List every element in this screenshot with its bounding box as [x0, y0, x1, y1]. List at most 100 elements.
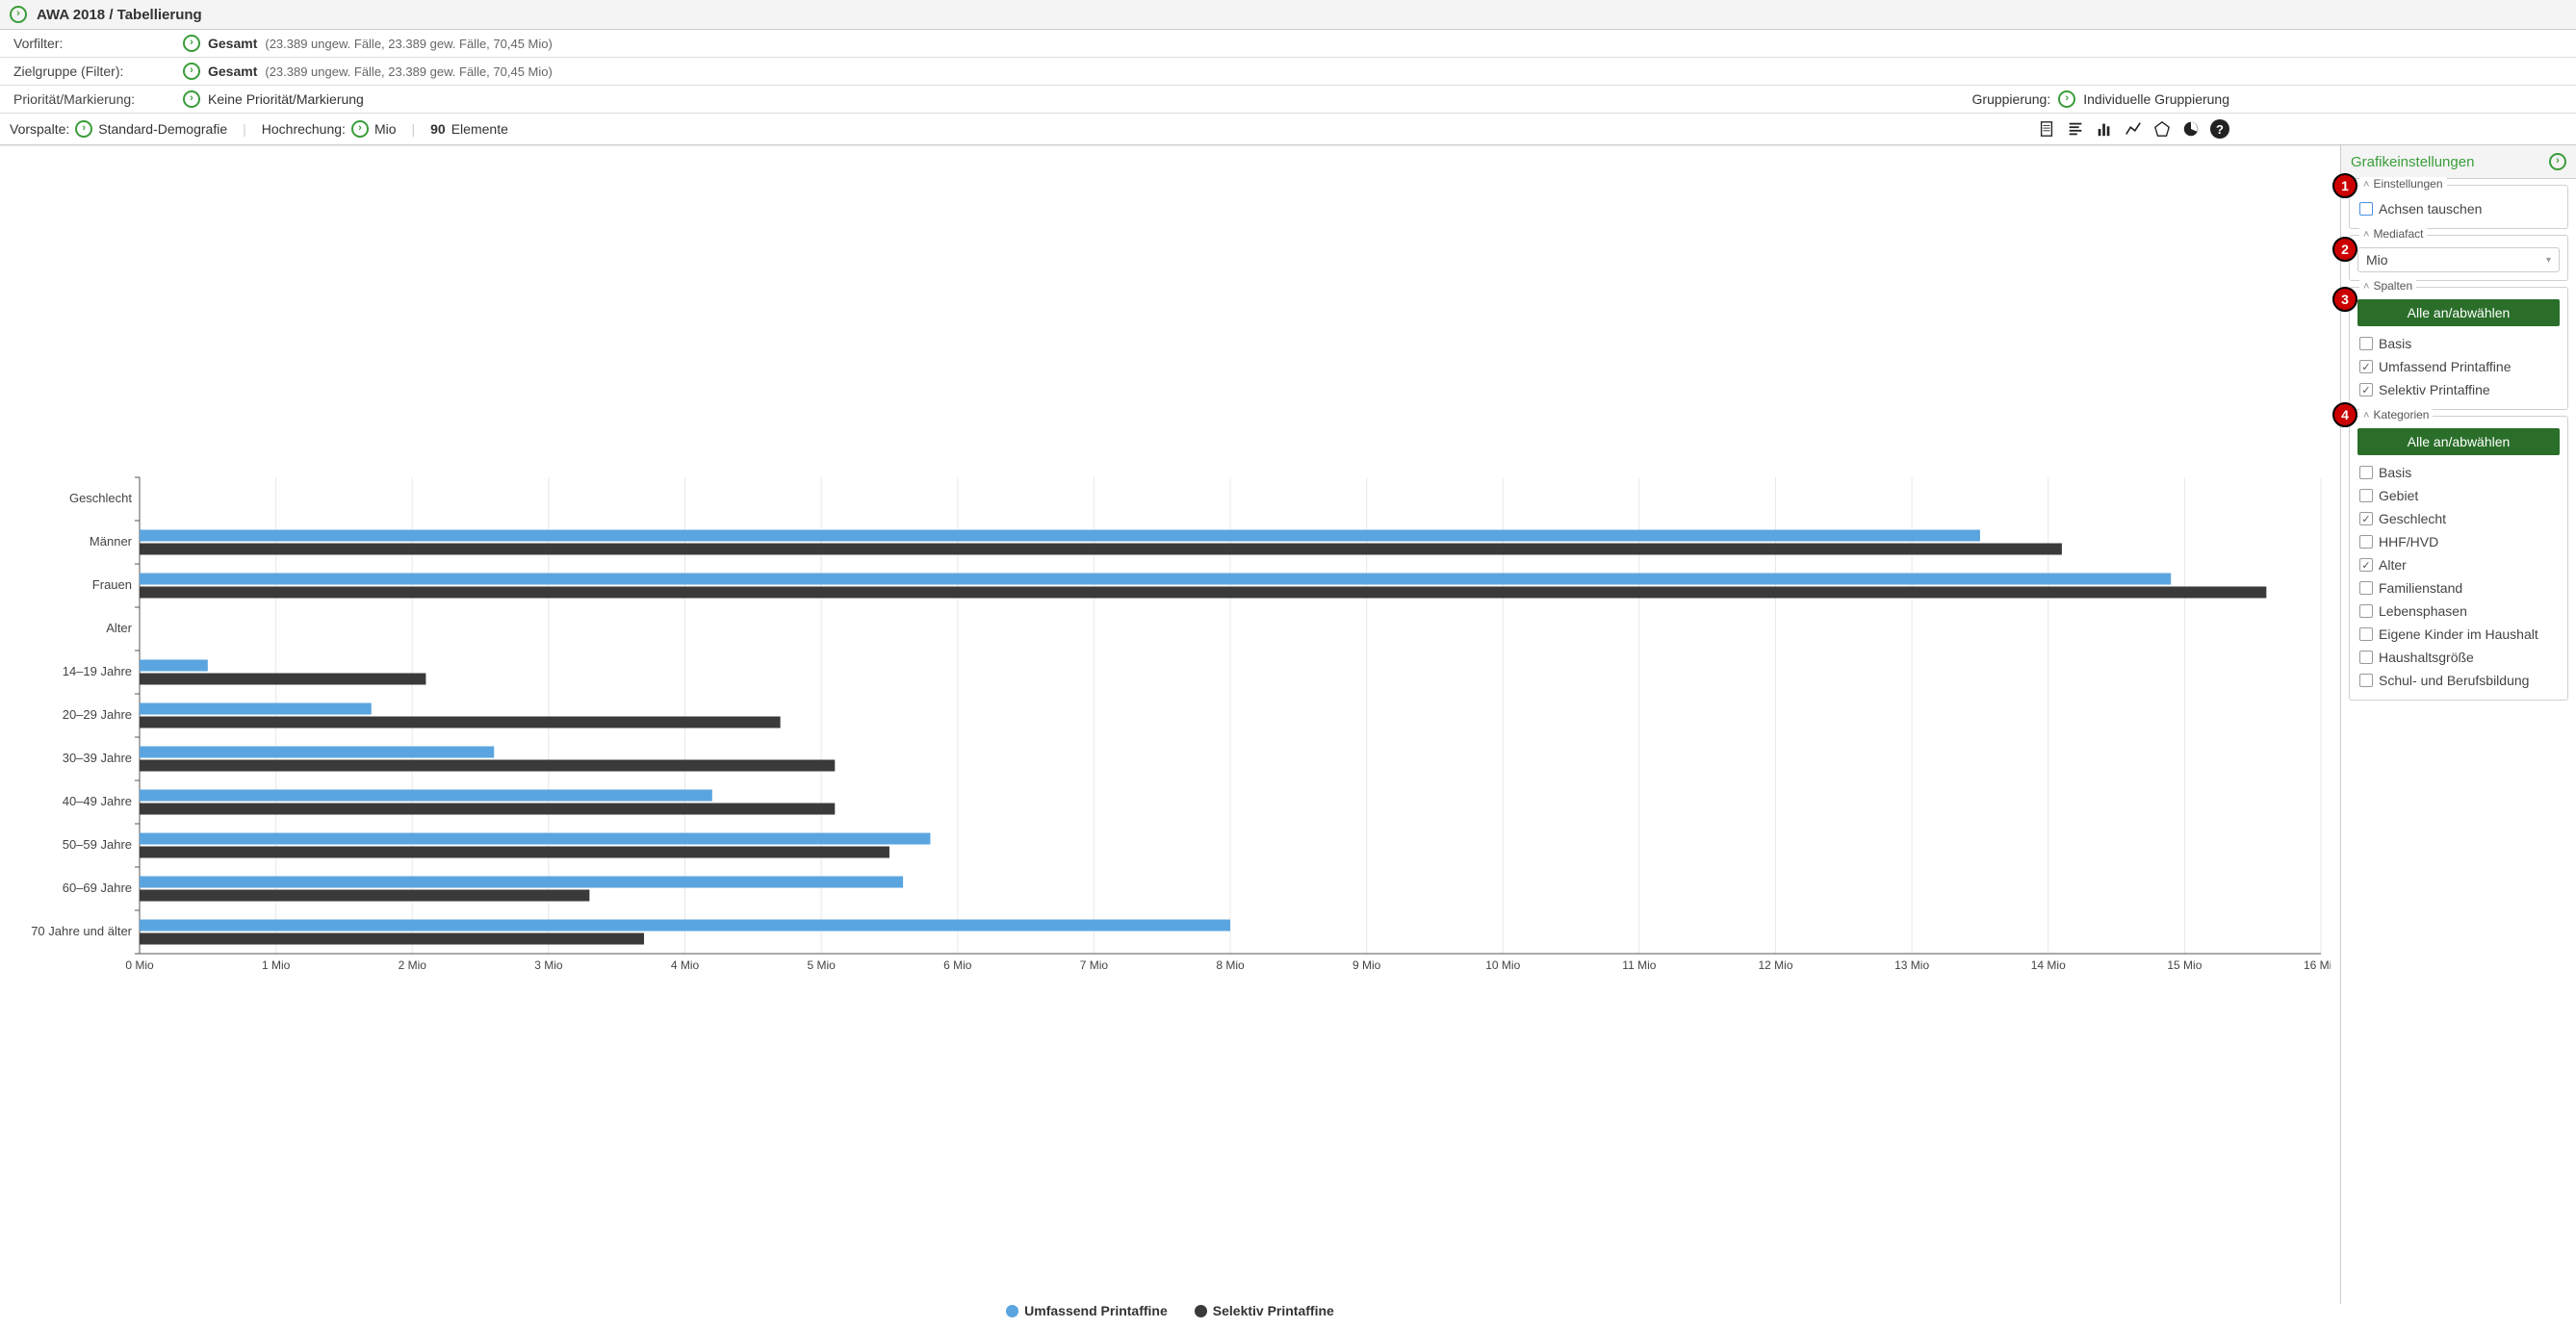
kategorien-item[interactable]: Alter	[2357, 553, 2560, 576]
legend-dot-icon	[1006, 1305, 1018, 1317]
chart-area: 0 Mio 1 Mio 2 Mio 3 Mio 4 Mio 5 Mio 6 Mio 7 Mio…	[0, 145, 2340, 1304]
spalten-item[interactable]: Selektiv Printaffine	[2357, 378, 2560, 401]
kategorien-item[interactable]: Haushaltsgröße	[2357, 646, 2560, 669]
svg-text:7 Mio: 7 Mio	[1080, 958, 1109, 972]
kategorien-legend: Kategorien	[2373, 408, 2429, 421]
back-icon[interactable]	[10, 6, 27, 23]
kategorien-toggle-all-button[interactable]: Alle an/abwählen	[2357, 428, 2560, 455]
svg-text:3 Mio: 3 Mio	[534, 958, 563, 972]
bar-chart: 0 Mio 1 Mio 2 Mio 3 Mio 4 Mio 5 Mio 6 Mio 7 Mio…	[10, 166, 2331, 1294]
hochrechnung-value: Mio	[374, 121, 397, 137]
checkbox-icon	[2359, 581, 2373, 595]
gruppierung-value: Individuelle Gruppierung	[2083, 91, 2229, 107]
checkbox-icon	[2359, 558, 2373, 572]
sidepanel-collapse-icon[interactable]	[2549, 153, 2566, 170]
spalten-toggle-all-button[interactable]: Alle an/abwählen	[2357, 299, 2560, 326]
checkbox-icon	[2359, 360, 2373, 373]
checkbox-icon	[2359, 512, 2373, 525]
zielgruppe-edit-icon[interactable]	[183, 63, 200, 80]
checkbox-icon	[2359, 604, 2373, 618]
checkbox-icon	[2359, 651, 2373, 664]
svg-text:15 Mio: 15 Mio	[2167, 958, 2202, 972]
spalten-item[interactable]: Umfassend Printaffine	[2357, 355, 2560, 378]
hochrechnung-label: Hochrechung:	[262, 121, 346, 137]
svg-text:9 Mio: 9 Mio	[1352, 958, 1381, 972]
zielgruppe-value: Gesamt	[208, 64, 257, 79]
hochrechnung-edit-icon[interactable]	[351, 120, 369, 138]
svg-text:Männer: Männer	[90, 534, 133, 549]
doc-icon[interactable]	[2037, 119, 2056, 139]
annotation-4: 4	[2332, 402, 2357, 427]
legend-item: Selektiv Printaffine	[1195, 1303, 1334, 1318]
prioritaet-value: Keine Priorität/Markierung	[208, 91, 364, 107]
kategorien-item[interactable]: HHF/HVD	[2357, 530, 2560, 553]
spalten-item[interactable]: Basis	[2357, 332, 2560, 355]
zielgruppe-sub: (23.389 ungew. Fälle, 23.389 gew. Fälle,…	[265, 64, 552, 79]
kategorien-item[interactable]: Eigene Kinder im Haushalt	[2357, 623, 2560, 646]
zielgruppe-label: Zielgruppe (Filter):	[10, 64, 183, 79]
spalten-legend: Spalten	[2373, 279, 2412, 293]
svg-text:1 Mio: 1 Mio	[262, 958, 291, 972]
checkbox-icon	[2359, 466, 2373, 479]
help-icon[interactable]: ?	[2210, 119, 2229, 139]
checkbox-icon	[2359, 627, 2373, 641]
chart-legend: Umfassend Printaffine Selektiv Printaffin…	[10, 1297, 2331, 1320]
vorfilter-label: Vorfilter:	[10, 36, 183, 51]
kategorien-item[interactable]: Basis	[2357, 461, 2560, 484]
prioritaet-edit-icon[interactable]	[183, 90, 200, 108]
svg-text:0 Mio: 0 Mio	[125, 958, 154, 972]
vorfilter-value: Gesamt	[208, 36, 257, 51]
einstellungen-legend: Einstellungen	[2373, 177, 2442, 191]
kategorien-item[interactable]: Familienstand	[2357, 576, 2560, 600]
vorfilter-edit-icon[interactable]	[183, 35, 200, 52]
line-chart-icon[interactable]	[2124, 119, 2143, 139]
checkbox-icon	[2359, 489, 2373, 502]
page-title: AWA 2018 / Tabellierung	[37, 7, 202, 23]
align-icon[interactable]	[2066, 119, 2085, 139]
svg-text:50–59 Jahre: 50–59 Jahre	[63, 837, 132, 852]
svg-text:70 Jahre und älter: 70 Jahre und älter	[31, 924, 132, 938]
gruppierung-edit-icon[interactable]	[2058, 90, 2075, 108]
kategorien-item[interactable]: Lebensphasen	[2357, 600, 2560, 623]
achsen-tauschen-checkbox[interactable]: Achsen tauschen	[2357, 197, 2560, 220]
svg-text:2 Mio: 2 Mio	[399, 958, 427, 972]
vorspalte-label: Vorspalte:	[10, 121, 69, 137]
svg-text:14–19 Jahre: 14–19 Jahre	[63, 664, 132, 678]
svg-text:6 Mio: 6 Mio	[943, 958, 972, 972]
svg-text:40–49 Jahre: 40–49 Jahre	[63, 794, 132, 808]
vorspalte-edit-icon[interactable]	[75, 120, 92, 138]
svg-text:11 Mio: 11 Mio	[1622, 958, 1656, 972]
svg-text:5 Mio: 5 Mio	[807, 958, 836, 972]
annotation-2: 2	[2332, 237, 2357, 262]
svg-text:Geschlecht: Geschlecht	[69, 491, 132, 505]
checkbox-icon	[2359, 535, 2373, 549]
svg-text:8 Mio: 8 Mio	[1216, 958, 1245, 972]
kategorien-item[interactable]: Gebiet	[2357, 484, 2560, 507]
annotation-1: 1	[2332, 173, 2357, 198]
svg-text:16 Mio: 16 Mio	[2304, 958, 2331, 972]
elemente-label: Elemente	[451, 121, 508, 137]
checkbox-icon	[2359, 383, 2373, 396]
svg-text:4 Mio: 4 Mio	[671, 958, 700, 972]
pie-chart-icon[interactable]	[2181, 119, 2201, 139]
vorfilter-sub: (23.389 ungew. Fälle, 23.389 gew. Fälle,…	[265, 37, 552, 51]
checkbox-icon	[2359, 674, 2373, 687]
svg-text:Alter: Alter	[106, 621, 132, 635]
legend-dot-icon	[1195, 1305, 1207, 1317]
svg-text:10 Mio: 10 Mio	[1485, 958, 1520, 972]
svg-text:14 Mio: 14 Mio	[2031, 958, 2066, 972]
svg-text:Frauen: Frauen	[92, 577, 132, 592]
chevron-down-icon: ▾	[2546, 255, 2551, 266]
legend-item: Umfassend Printaffine	[1006, 1303, 1168, 1318]
bar-chart-icon[interactable]	[2095, 119, 2114, 139]
mediafact-legend: Mediafact	[2373, 227, 2423, 241]
elemente-count: 90	[430, 121, 446, 137]
svg-text:13 Mio: 13 Mio	[1894, 958, 1929, 972]
mediafact-select[interactable]: Mio ▾	[2357, 247, 2560, 272]
pentagon-icon[interactable]	[2152, 119, 2172, 139]
checkbox-icon	[2359, 202, 2373, 216]
svg-text:12 Mio: 12 Mio	[1758, 958, 1792, 972]
checkbox-icon	[2359, 337, 2373, 350]
kategorien-item[interactable]: Schul- und Berufsbildung	[2357, 669, 2560, 692]
kategorien-item[interactable]: Geschlecht	[2357, 507, 2560, 530]
